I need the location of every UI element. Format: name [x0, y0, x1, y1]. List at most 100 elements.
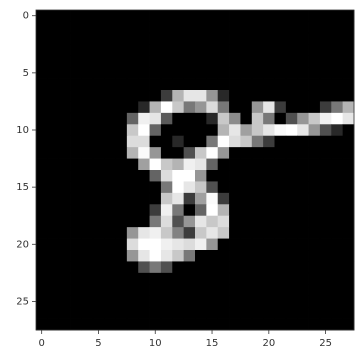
- pixel: [59, 284, 71, 296]
- pixel: [218, 90, 230, 102]
- pixel: [104, 67, 116, 79]
- pixel: [184, 193, 196, 205]
- pixel: [297, 67, 309, 79]
- x-tick-label: 10: [149, 338, 162, 349]
- pixel: [263, 250, 275, 262]
- pixel: [172, 204, 184, 216]
- pixel: [229, 250, 241, 262]
- pixel: [343, 159, 355, 171]
- pixel: [161, 181, 173, 193]
- pixel: [320, 90, 332, 102]
- pixel: [36, 113, 48, 125]
- pixel: [36, 21, 48, 33]
- pixel: [252, 147, 264, 159]
- pixel: [343, 227, 355, 239]
- pixel: [59, 319, 71, 331]
- pixel: [127, 21, 139, 33]
- pixel: [172, 170, 184, 182]
- pixel: [275, 10, 287, 22]
- pixel: [47, 147, 59, 159]
- pixel: [240, 56, 252, 68]
- pixel: [150, 10, 162, 22]
- pixel: [218, 44, 230, 56]
- pixel: [343, 181, 355, 193]
- pixel: [127, 181, 139, 193]
- pixel: [331, 239, 343, 251]
- pixel: [36, 79, 48, 91]
- pixel: [59, 124, 71, 136]
- pixel: [127, 284, 139, 296]
- pixel: [150, 44, 162, 56]
- pixel: [263, 216, 275, 228]
- pixel: [116, 79, 128, 91]
- pixel: [47, 101, 59, 113]
- pixel: [70, 90, 82, 102]
- pixel: [93, 319, 105, 331]
- pixel: [127, 124, 139, 136]
- pixel: [81, 10, 93, 22]
- pixel: [297, 273, 309, 285]
- pixel: [297, 56, 309, 68]
- x-tick-label: 25: [319, 338, 332, 349]
- pixel: [150, 170, 162, 182]
- pixel: [343, 21, 355, 33]
- pixel: [206, 56, 218, 68]
- pixel: [206, 21, 218, 33]
- pixel: [263, 113, 275, 125]
- pixel: [59, 216, 71, 228]
- pixel: [150, 147, 162, 159]
- pixel: [297, 193, 309, 205]
- pixel: [116, 147, 128, 159]
- pixel: [195, 79, 207, 91]
- pixel: [47, 273, 59, 285]
- pixel: [104, 21, 116, 33]
- pixel: [150, 261, 162, 273]
- pixel: [331, 284, 343, 296]
- pixel: [59, 79, 71, 91]
- pixel: [240, 170, 252, 182]
- pixel: [93, 67, 105, 79]
- pixel: [161, 296, 173, 308]
- pixel: [297, 101, 309, 113]
- pixel: [59, 56, 71, 68]
- pixel: [263, 67, 275, 79]
- pixel: [309, 33, 321, 45]
- pixel: [343, 284, 355, 296]
- pixel: [309, 136, 321, 148]
- pixel: [59, 147, 71, 159]
- pixel: [59, 239, 71, 251]
- pixel: [240, 181, 252, 193]
- pixel: [70, 307, 82, 319]
- pixel: [218, 170, 230, 182]
- pixel: [104, 113, 116, 125]
- pixel: [320, 261, 332, 273]
- pixel: [59, 21, 71, 33]
- pixel: [47, 67, 59, 79]
- pixel: [104, 204, 116, 216]
- pixel: [331, 21, 343, 33]
- pixel: [343, 113, 355, 125]
- pixel: [70, 193, 82, 205]
- pixel: [297, 147, 309, 159]
- pixel: [59, 67, 71, 79]
- pixel: [161, 101, 173, 113]
- pixel: [116, 181, 128, 193]
- pixel: [331, 10, 343, 22]
- pixel: [172, 21, 184, 33]
- pixel: [331, 273, 343, 285]
- pixel: [116, 204, 128, 216]
- pixel: [150, 21, 162, 33]
- pixel: [138, 136, 150, 148]
- pixel: [150, 101, 162, 113]
- pixel: [184, 136, 196, 148]
- pixel: [263, 239, 275, 251]
- pixel: [309, 101, 321, 113]
- pixel: [150, 136, 162, 148]
- pixel: [286, 227, 298, 239]
- pixel: [70, 261, 82, 273]
- pixel: [343, 273, 355, 285]
- pixel: [331, 33, 343, 45]
- pixel: [331, 159, 343, 171]
- pixel: [81, 147, 93, 159]
- y-tick-label: 15: [16, 182, 29, 193]
